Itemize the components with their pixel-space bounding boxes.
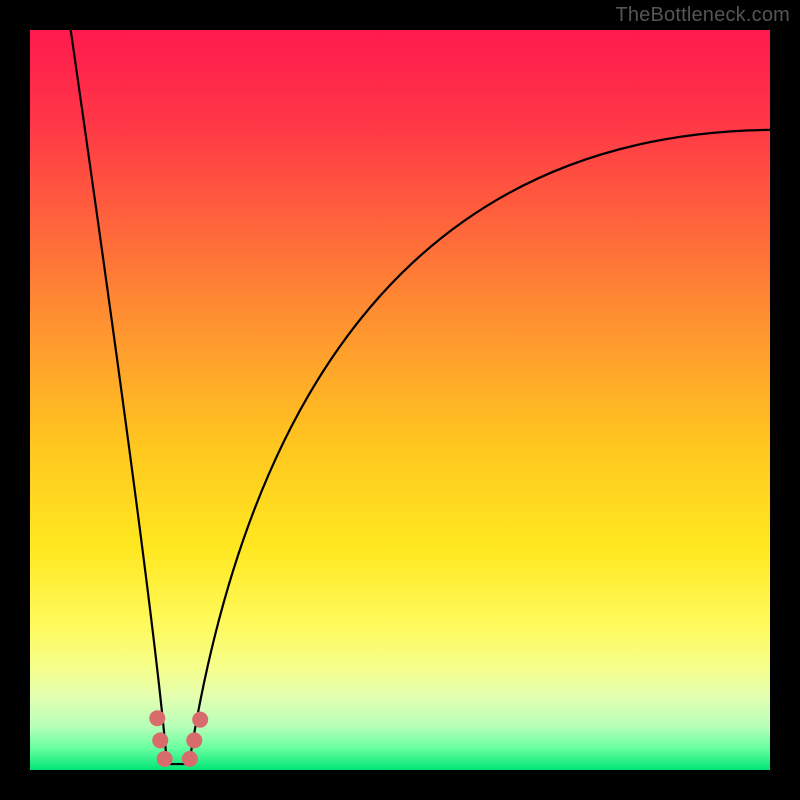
- marker-point: [149, 710, 165, 726]
- marker-point: [152, 732, 168, 748]
- chart-container: TheBottleneck.com: [0, 0, 800, 800]
- plot-area: [30, 30, 770, 770]
- left-branch: [71, 30, 167, 764]
- marker-point: [186, 732, 202, 748]
- right-branch: [189, 130, 770, 764]
- bottleneck-curve: [30, 30, 770, 770]
- marker-point: [157, 751, 173, 767]
- data-markers: [149, 710, 208, 767]
- marker-point: [182, 751, 198, 767]
- marker-point: [192, 712, 208, 728]
- watermark-text: TheBottleneck.com: [615, 4, 790, 27]
